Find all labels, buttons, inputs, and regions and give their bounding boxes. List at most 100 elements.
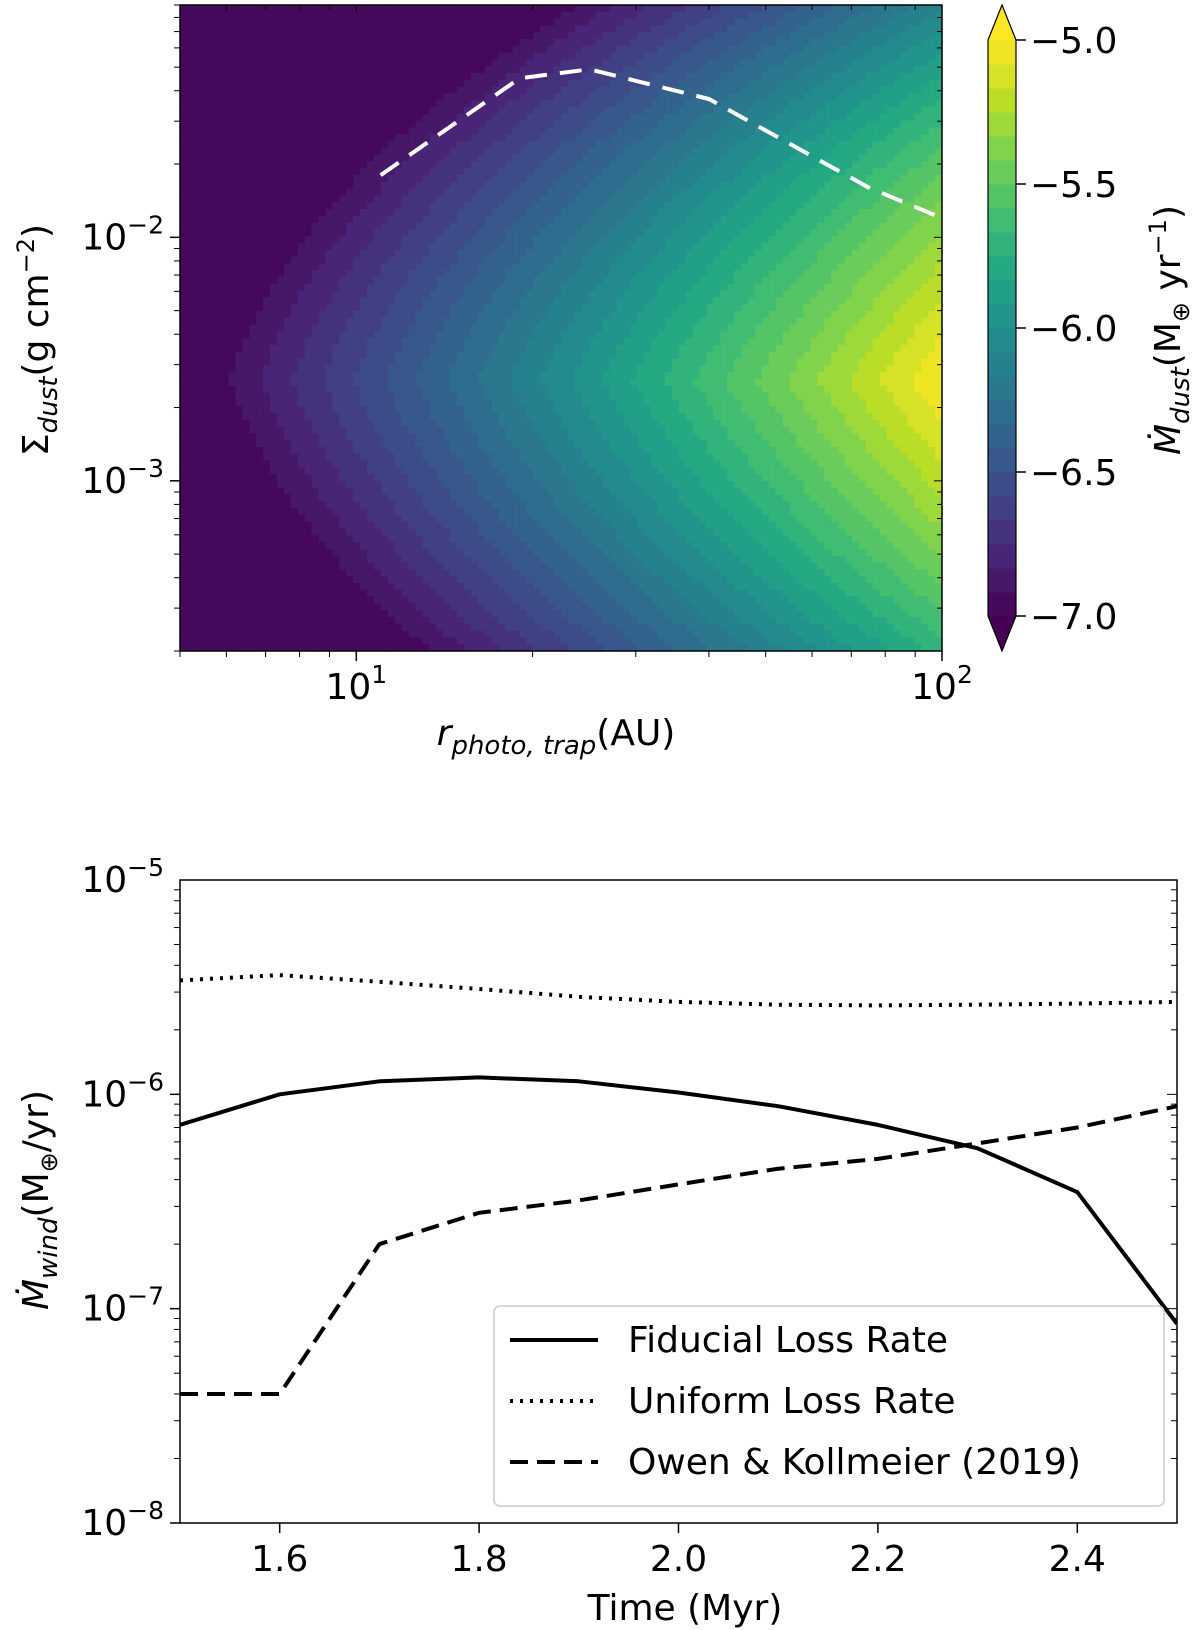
heatmap-cell — [360, 283, 368, 292]
heatmap-cell — [450, 637, 458, 645]
heatmap-cell — [470, 11, 479, 20]
heatmap-cell — [429, 277, 437, 285]
heatmap-cell — [249, 66, 257, 74]
heatmap-cell — [415, 481, 424, 489]
heatmap-cell — [519, 569, 527, 577]
heatmap-cell — [263, 453, 271, 462]
heatmap-cell — [457, 222, 465, 230]
heatmap-cell — [228, 392, 237, 400]
heatmap-cell — [457, 487, 465, 496]
heatmap-cell — [429, 345, 437, 353]
heatmap-cell — [470, 18, 479, 26]
heatmap-cell — [512, 515, 521, 523]
heatmap-cell — [387, 263, 396, 271]
heatmap-cell — [339, 11, 347, 20]
heatmap-cell — [477, 583, 486, 591]
heatmap-cell — [270, 474, 278, 482]
heatmap-cell — [180, 331, 188, 339]
heatmap-cell — [443, 59, 451, 67]
heatmap-cell — [429, 202, 437, 210]
heatmap-cell — [200, 141, 209, 149]
heatmap-cell — [200, 11, 209, 20]
heatmap-cell — [339, 515, 347, 523]
heatmap-cell — [512, 120, 521, 128]
heatmap-cell — [290, 154, 299, 162]
heatmap-cell — [429, 243, 437, 251]
heatmap-cell — [256, 589, 264, 598]
heatmap-cell — [193, 25, 202, 33]
heatmap-cell — [367, 297, 375, 305]
heatmap-cell — [235, 351, 243, 360]
heatmap-cell — [283, 453, 292, 462]
heatmap-cell — [533, 419, 541, 428]
heatmap-cell — [263, 66, 271, 74]
heatmap-cell — [505, 324, 514, 332]
heatmap-cell — [464, 447, 472, 455]
heatmap-cell — [186, 52, 195, 60]
heatmap-cell — [346, 154, 354, 162]
heatmap-cell — [290, 66, 299, 74]
heatmap-cell — [512, 474, 521, 482]
heatmap-cell — [242, 263, 250, 271]
heatmap-cell — [200, 617, 209, 625]
heatmap-cell — [325, 202, 333, 210]
heatmap-cell — [408, 345, 417, 353]
heatmap-cell — [270, 460, 278, 468]
heatmap-cell — [450, 59, 458, 67]
heatmap-cell — [491, 11, 500, 20]
heatmap-cell — [235, 113, 243, 122]
heatmap-cell — [477, 297, 486, 305]
heatmap-cell — [464, 209, 472, 217]
heatmap-cell — [276, 73, 285, 81]
heatmap-cell — [297, 270, 306, 278]
heatmap-cell — [450, 535, 458, 543]
heatmap-cell — [477, 311, 486, 319]
heatmap-cell — [367, 644, 375, 651]
heatmap-cell — [367, 460, 375, 468]
heatmap-cell — [311, 453, 320, 462]
heatmap-cell — [450, 481, 458, 489]
heatmap-cell — [415, 385, 424, 394]
heatmap-cell — [429, 392, 437, 400]
heatmap-cell — [519, 576, 527, 584]
heatmap-cell — [346, 59, 354, 67]
heatmap-cell — [270, 134, 278, 142]
heatmap-cell — [200, 521, 209, 530]
heatmap-cell — [221, 18, 230, 26]
heatmap-cell — [283, 515, 292, 523]
heatmap-cell — [256, 277, 264, 285]
heatmap-cell — [401, 467, 410, 475]
heatmap-cell — [263, 365, 271, 373]
heatmap-cell — [270, 419, 278, 428]
heatmap-cell — [387, 202, 396, 210]
heatmap-cell — [235, 487, 243, 496]
heatmap-cell — [450, 372, 458, 380]
heatmap-cell — [491, 555, 500, 564]
heatmap-cell — [270, 535, 278, 543]
heatmap-cell — [373, 73, 382, 81]
heatmap-cell — [193, 351, 202, 360]
heatmap-cell — [526, 603, 534, 611]
heatmap-cell — [221, 453, 230, 462]
heatmap-cell — [373, 154, 382, 162]
heatmap-cell — [207, 283, 216, 292]
heatmap-cell — [297, 66, 306, 74]
heatmap-cell — [526, 494, 534, 502]
heatmap-cell — [491, 440, 500, 448]
heatmap-cell — [290, 481, 299, 489]
heatmap-cell — [422, 134, 430, 142]
heatmap-cell — [429, 39, 437, 47]
heatmap-cell — [415, 243, 424, 251]
heatmap-cell — [394, 338, 403, 346]
heatmap-cell — [221, 589, 230, 598]
heatmap-cell — [339, 583, 347, 591]
heatmap-cell — [484, 209, 493, 217]
heatmap-cell — [346, 399, 354, 407]
heatmap-cell — [214, 569, 223, 577]
heatmap-cell — [477, 304, 486, 312]
heatmap-cell — [290, 147, 299, 156]
heatmap-cell — [332, 175, 340, 183]
heatmap-cell — [276, 120, 285, 128]
heatmap-cell — [498, 45, 507, 54]
heatmap-cell — [373, 549, 382, 557]
